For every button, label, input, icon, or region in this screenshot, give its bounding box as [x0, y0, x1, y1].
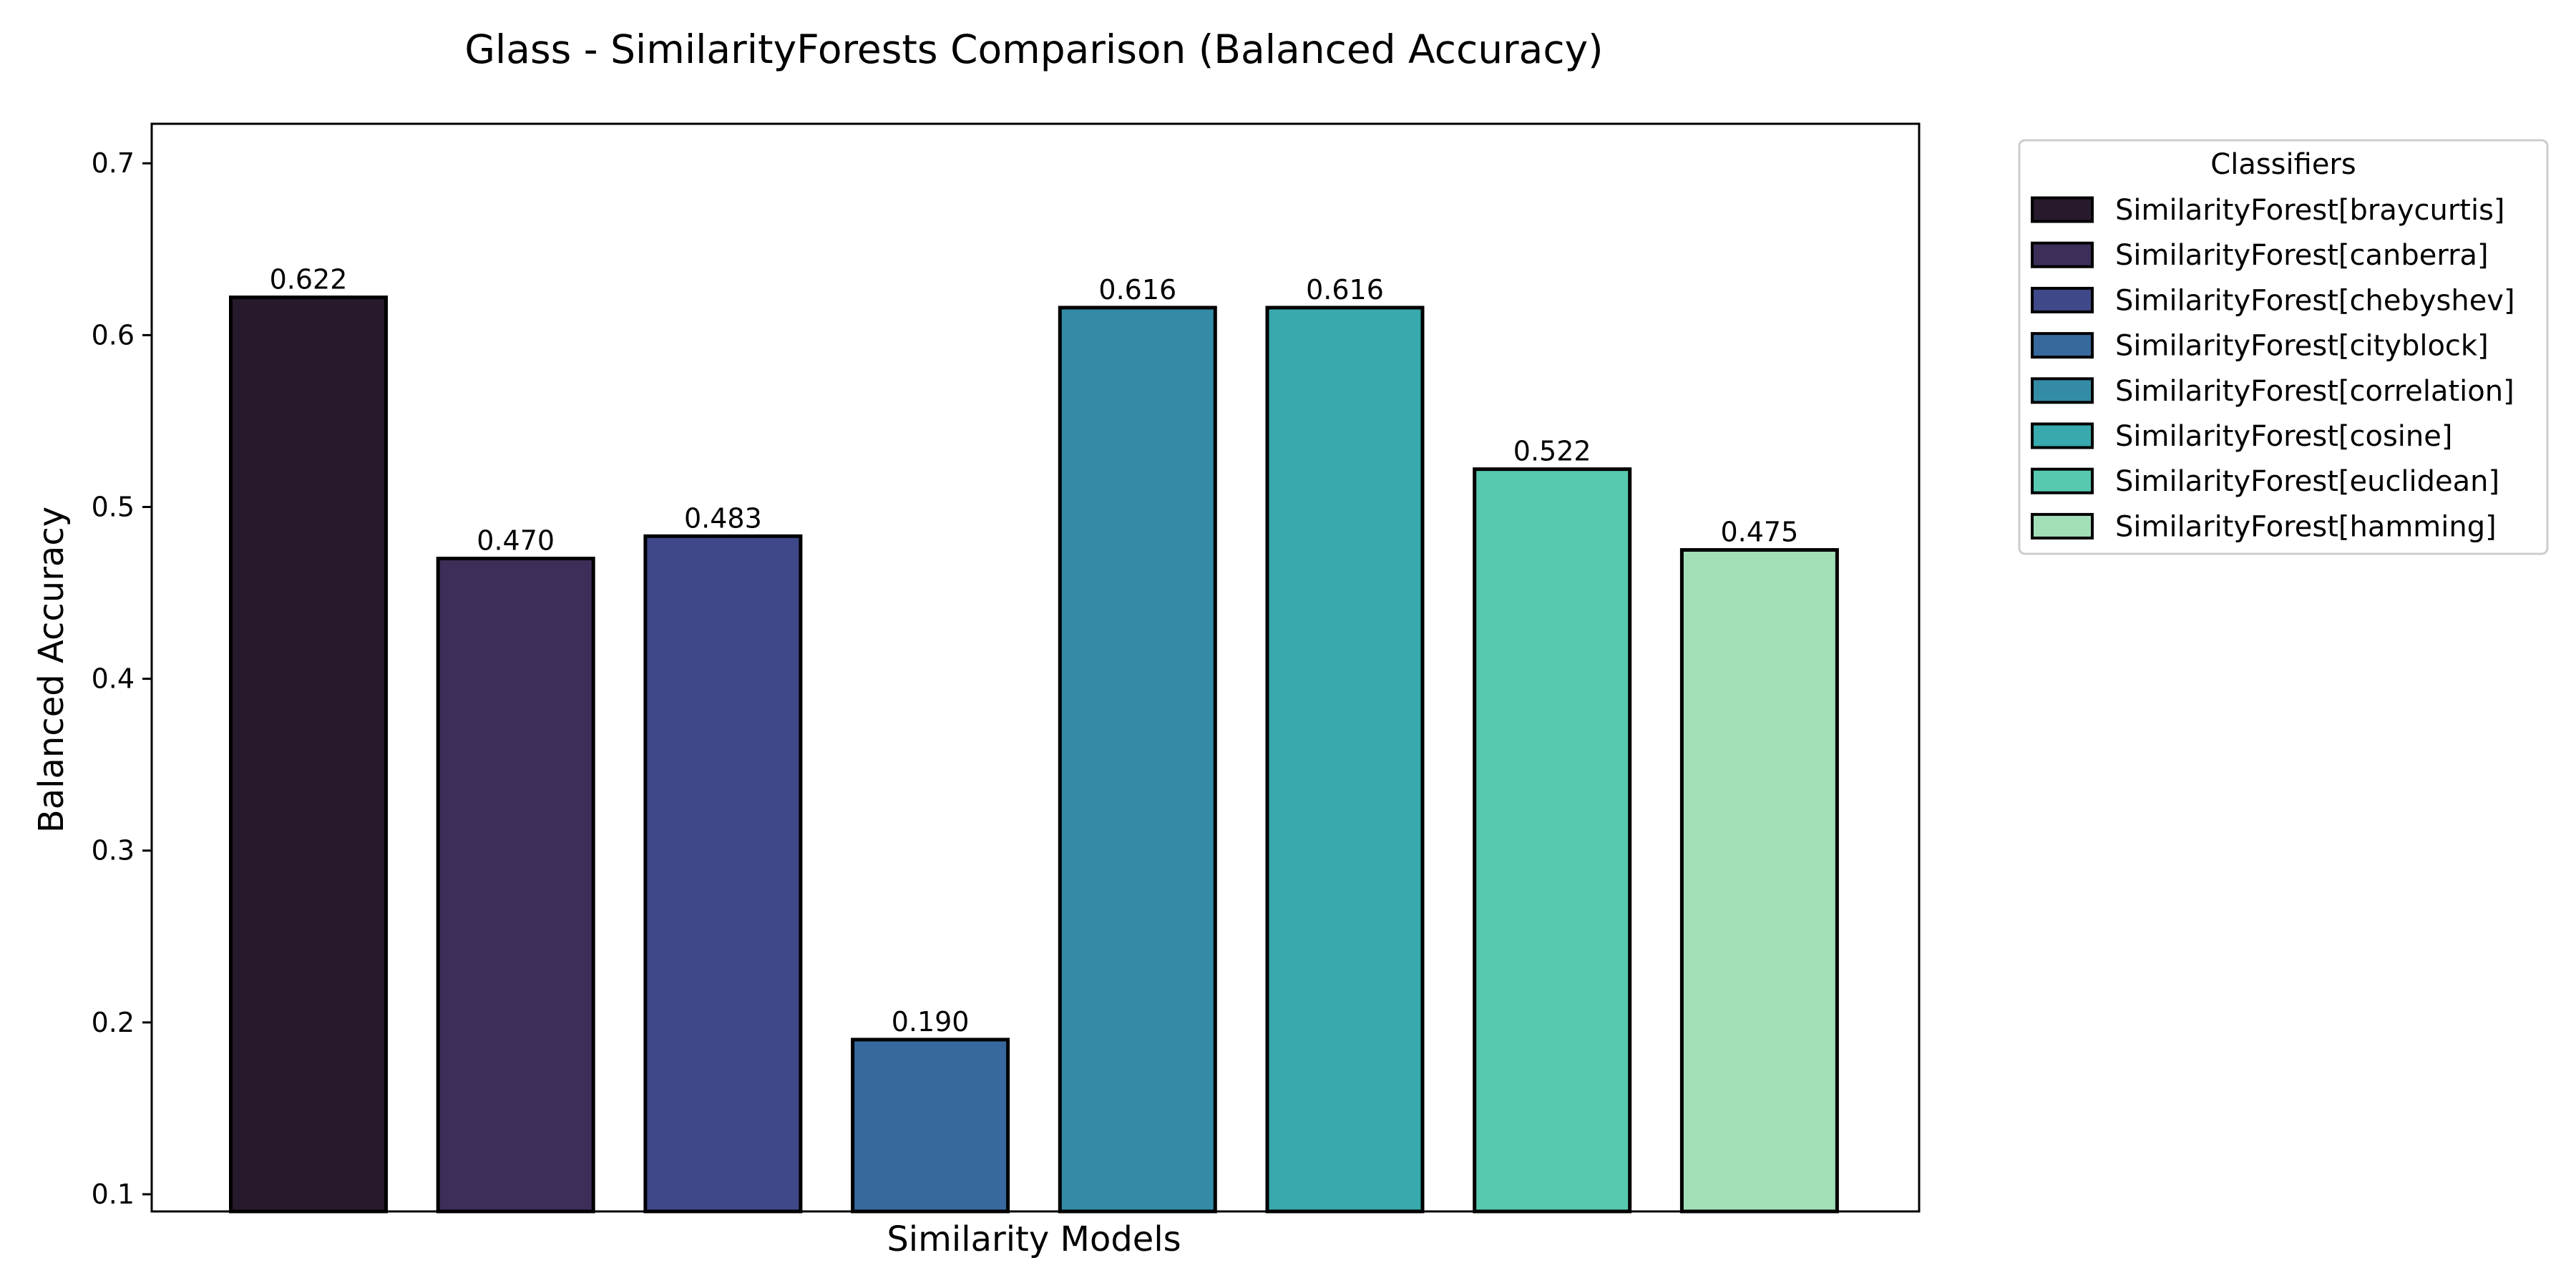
bar [1265, 306, 1425, 1214]
legend-swatch [2031, 377, 2094, 404]
bar-value-label: 0.475 [1721, 517, 1799, 548]
y-axis-label: Balanced Accuracy [31, 507, 72, 833]
legend-swatch [2031, 286, 2094, 313]
legend-swatch [2031, 241, 2094, 268]
bar [1679, 548, 1839, 1214]
bar-value-label: 0.622 [270, 264, 348, 296]
legend-swatch [2031, 512, 2094, 540]
legend-label: SimilarityForest[hamming] [2115, 510, 2497, 543]
bar-value-label: 0.616 [1098, 274, 1176, 306]
bar-value-label: 0.616 [1306, 274, 1384, 306]
bar-value-label: 0.470 [477, 525, 555, 557]
legend-label: SimilarityForest[correlation] [2115, 375, 2514, 408]
chart-title: Glass - SimilarityForests Comparison (Ba… [464, 26, 1603, 72]
bar [436, 557, 595, 1214]
bar [643, 534, 803, 1214]
bar [1473, 467, 1632, 1214]
y-tick-label: 0.6 [92, 319, 135, 351]
legend-label: SimilarityForest[euclidean] [2115, 465, 2499, 498]
bar [1058, 306, 1217, 1214]
bar-value-label: 0.522 [1513, 436, 1591, 467]
legend-label: SimilarityForest[cityblock] [2115, 330, 2489, 363]
y-tick-label: 0.1 [92, 1179, 135, 1210]
legend-title: Classifiers [2210, 148, 2356, 181]
legend-swatch [2031, 467, 2094, 494]
legend-swatch [2031, 196, 2094, 223]
y-tick-label: 0.2 [92, 1007, 135, 1038]
x-axis-label: Similarity Models [887, 1219, 1181, 1259]
legend-label: SimilarityForest[braycurtis] [2115, 194, 2505, 227]
y-tick-label: 0.4 [92, 663, 135, 695]
legend-label: SimilarityForest[chebyshev] [2115, 284, 2515, 317]
bar [851, 1038, 1010, 1214]
legend-swatch [2031, 422, 2094, 449]
y-tick-label: 0.7 [92, 147, 135, 179]
y-tick-label: 0.5 [92, 491, 135, 522]
bar-value-label: 0.190 [892, 1006, 970, 1038]
plot-area: 0.1 0.2 0.3 0.4 0.5 0.6 0.7 0.622 0.470 0.483 0.19… [92, 147, 1839, 1214]
legend-frame [2018, 139, 2549, 555]
bar-value-label: 0.483 [684, 502, 762, 534]
y-tick-label: 0.3 [92, 835, 135, 867]
bar [229, 296, 388, 1214]
legend: Classifiers SimilarityForest[braycurtis]… [2018, 139, 2549, 555]
legend-label: SimilarityForest[canberra] [2115, 239, 2489, 272]
legend-swatch [2031, 332, 2094, 359]
legend-label: SimilarityForest[cosine] [2115, 420, 2452, 453]
plot-frame [150, 122, 1921, 1213]
